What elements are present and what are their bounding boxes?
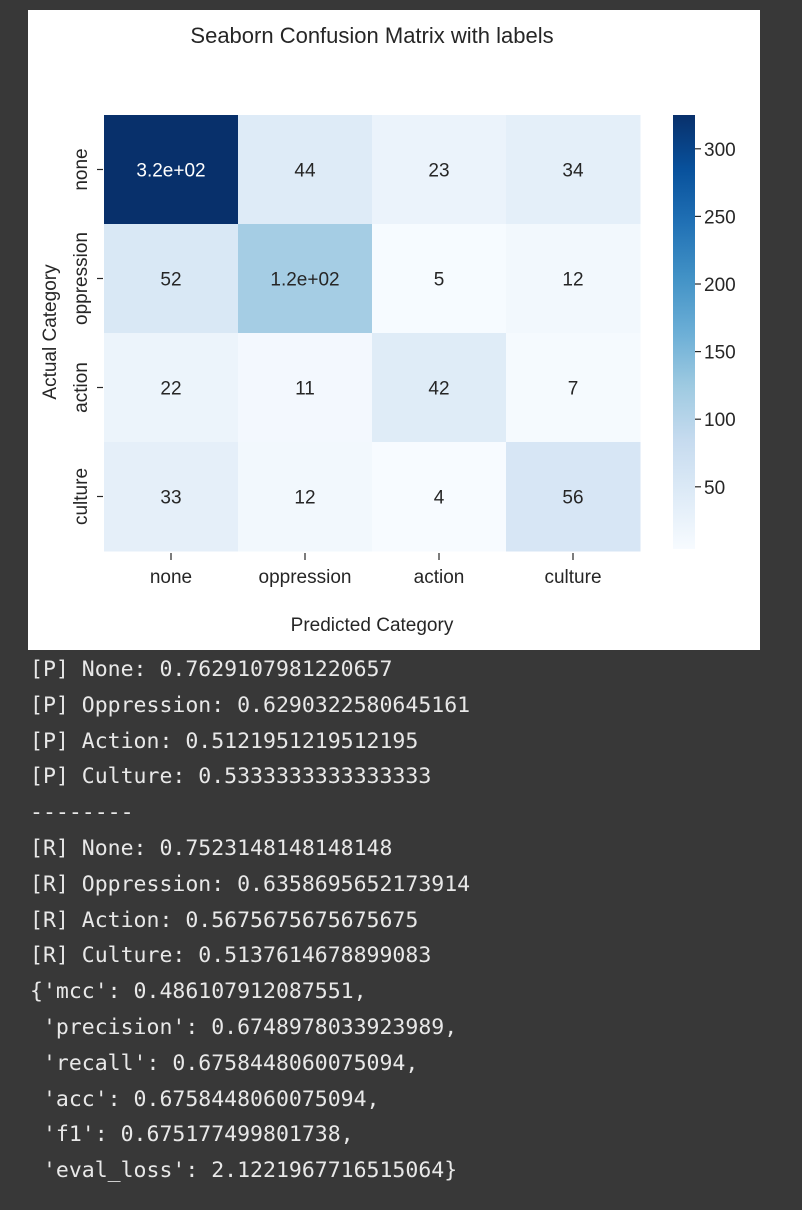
heatmap-cell [506, 333, 641, 443]
cell-value-label: 4 [434, 488, 445, 509]
y-tick-label: culture [71, 468, 92, 525]
x-tick-label: oppression [259, 567, 352, 588]
output-line: [R] Culture: 0.5137614678899083 [30, 943, 432, 969]
colorbar-tick-label: 150 [704, 343, 736, 364]
colorbar-tick-label: 250 [704, 207, 736, 228]
output-line: [R] Oppression: 0.6358695652173914 [30, 871, 471, 897]
heatmap-cell [506, 224, 641, 334]
cell-value-label: 42 [428, 379, 449, 400]
heatmap-cell [506, 442, 641, 552]
cell-value-label: 56 [562, 488, 583, 509]
chart-title: Seaborn Confusion Matrix with labels [190, 23, 553, 48]
y-axis-label: Actual Category [40, 264, 61, 400]
heatmap-cell [238, 333, 373, 443]
output-line: -------- [30, 800, 134, 826]
colorbar-tick-label: 100 [704, 410, 736, 431]
heatmap-annotations: 3.2e+02 44 23 34 52 1.2e+02 5 12 22 11 42 7 33 12 4 56 [136, 161, 584, 509]
output-line: 'recall': 0.6758448060075094, [30, 1050, 419, 1076]
heatmap-cell [372, 115, 507, 225]
y-tick-label: none [71, 148, 92, 190]
confusion-matrix-svg: Seaborn Confusion Matrix with labels 3.2… [40, 23, 736, 636]
colorbar-tick-label: 200 [704, 275, 736, 296]
x-axis-label: Predicted Category [291, 615, 454, 636]
output-line: [R] None: 0.7523148148148148 [30, 835, 393, 861]
confusion-matrix-figure: Seaborn Confusion Matrix with labels 3.2… [28, 10, 760, 650]
cell-value-label: 3.2e+02 [136, 161, 205, 182]
heatmap-cell [506, 115, 641, 225]
cell-value-label: 33 [160, 488, 181, 509]
heatmap-cell [104, 333, 239, 443]
y-tick-label: oppression [71, 232, 92, 325]
cell-value-label: 5 [434, 270, 445, 291]
output-line: [P] None: 0.7629107981220657 [30, 657, 393, 682]
heatmap-cell [238, 224, 373, 334]
cell-value-label: 12 [294, 488, 315, 509]
heatmap-cell [238, 442, 373, 552]
heatmap-cell [104, 442, 239, 552]
heatmap-cell [372, 333, 507, 443]
cell-value-label: 1.2e+02 [270, 270, 339, 291]
output-line: 'acc': 0.6758448060075094, [30, 1086, 380, 1112]
x-tick-label: none [150, 567, 192, 588]
cell-value-label: 44 [294, 161, 316, 182]
cell-value-label: 23 [428, 161, 449, 182]
y-tick-label: action [71, 362, 92, 413]
y-axis-ticks: none oppression action culture [71, 148, 103, 525]
heatmap-cell [372, 224, 507, 334]
heatmap-cell [104, 115, 239, 225]
heatmap-cell [238, 115, 373, 225]
output-line: 'eval_loss': 2.1221967716515064} [30, 1158, 458, 1184]
heatmap-cell [104, 224, 239, 334]
output-line: {'mcc': 0.486107912087551, [30, 979, 367, 1005]
x-tick-label: culture [544, 567, 601, 588]
output-line: [R] Action: 0.5675675675675675 [30, 907, 419, 933]
heatmap-cells [104, 115, 641, 552]
colorbar-ticks: 300 250 200 150 100 50 [695, 140, 736, 499]
cell-value-label: 34 [562, 161, 584, 182]
cell-value-label: 7 [568, 379, 579, 400]
output-line: [P] Action: 0.5121951219512195 [30, 728, 419, 754]
output-line: [P] Culture: 0.5333333333333333 [30, 764, 432, 790]
colorbar-tick-label: 300 [704, 140, 736, 161]
colorbar [673, 115, 695, 549]
output-line: 'precision': 0.6748978033923989, [30, 1014, 458, 1040]
heatmap-cell [372, 442, 507, 552]
output-line: 'f1': 0.675177499801738, [30, 1122, 354, 1148]
cell-value-label: 11 [295, 379, 315, 400]
cell-value-label: 12 [562, 270, 583, 291]
colorbar-tick-label: 50 [704, 478, 725, 499]
x-axis-ticks: none oppression action culture [150, 553, 602, 588]
x-tick-label: action [414, 567, 465, 588]
cell-value-label: 22 [160, 379, 181, 400]
output-line: [P] Oppression: 0.6290322580645161 [30, 692, 471, 718]
cell-value-label: 52 [160, 270, 181, 291]
console-output: [P] None: 0.7629107981220657 [P] Oppressi… [30, 652, 790, 1189]
